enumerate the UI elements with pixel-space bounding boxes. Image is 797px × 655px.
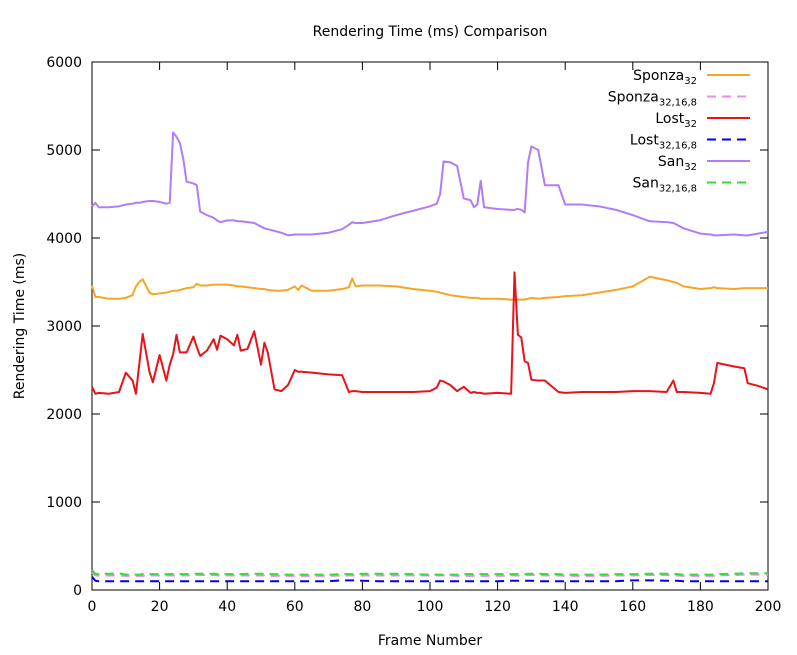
y-tick-label: 5000 [46, 143, 82, 159]
y-tick-label: 6000 [46, 55, 82, 71]
legend-label: San32,16,8 [632, 176, 697, 195]
x-tick-label: 0 [88, 599, 97, 615]
series-line [91, 131, 769, 237]
legend-subscript: 32 [684, 119, 697, 130]
legend-name: San [658, 154, 684, 170]
series-line [91, 571, 768, 577]
y-tick-label: 2000 [46, 407, 82, 423]
x-tick-label: 160 [619, 599, 646, 615]
legend-subscript: 32,16,8 [659, 98, 697, 109]
series-line [91, 576, 768, 583]
legend-name: Lost [655, 111, 684, 127]
legend-subscript: 32,16,8 [659, 141, 697, 152]
y-tick-label: 3000 [46, 319, 82, 335]
legend-label: Sponza32 [633, 68, 697, 87]
legend-label: Sponza32,16,8 [608, 90, 697, 109]
y-tick-label: 1000 [46, 495, 82, 511]
y-tick-label: 4000 [46, 231, 82, 247]
x-tick-label: 80 [353, 599, 371, 615]
x-axis-label: Frame Number [378, 633, 483, 649]
x-tick-label: 140 [552, 599, 579, 615]
x-tick-label: 40 [218, 599, 236, 615]
x-tick-label: 100 [417, 599, 444, 615]
y-tick-label: 0 [73, 583, 82, 599]
series-line [91, 275, 768, 301]
series-line [91, 569, 768, 576]
legend-name: Lost [630, 133, 659, 149]
x-tick-label: 200 [755, 599, 782, 615]
x-tick-label: 20 [151, 599, 169, 615]
x-tick-label: 180 [687, 599, 714, 615]
series-line [91, 271, 769, 395]
x-tick-label: 60 [286, 599, 304, 615]
legend-name: Sponza [608, 90, 659, 106]
y-axis-label: Rendering Time (ms) [12, 253, 28, 400]
legend-label: San32 [658, 154, 697, 173]
legend-subscript: 32,16,8 [659, 184, 697, 195]
legend-name: San [632, 176, 658, 192]
legend-label: Lost32 [655, 111, 697, 130]
legend-subscript: 32 [684, 162, 697, 173]
chart-title: Rendering Time (ms) Comparison [313, 24, 548, 40]
legend-label: Lost32,16,8 [630, 133, 697, 152]
legend-name: Sponza [633, 68, 684, 84]
x-tick-label: 120 [484, 599, 511, 615]
legend-subscript: 32 [684, 76, 697, 87]
